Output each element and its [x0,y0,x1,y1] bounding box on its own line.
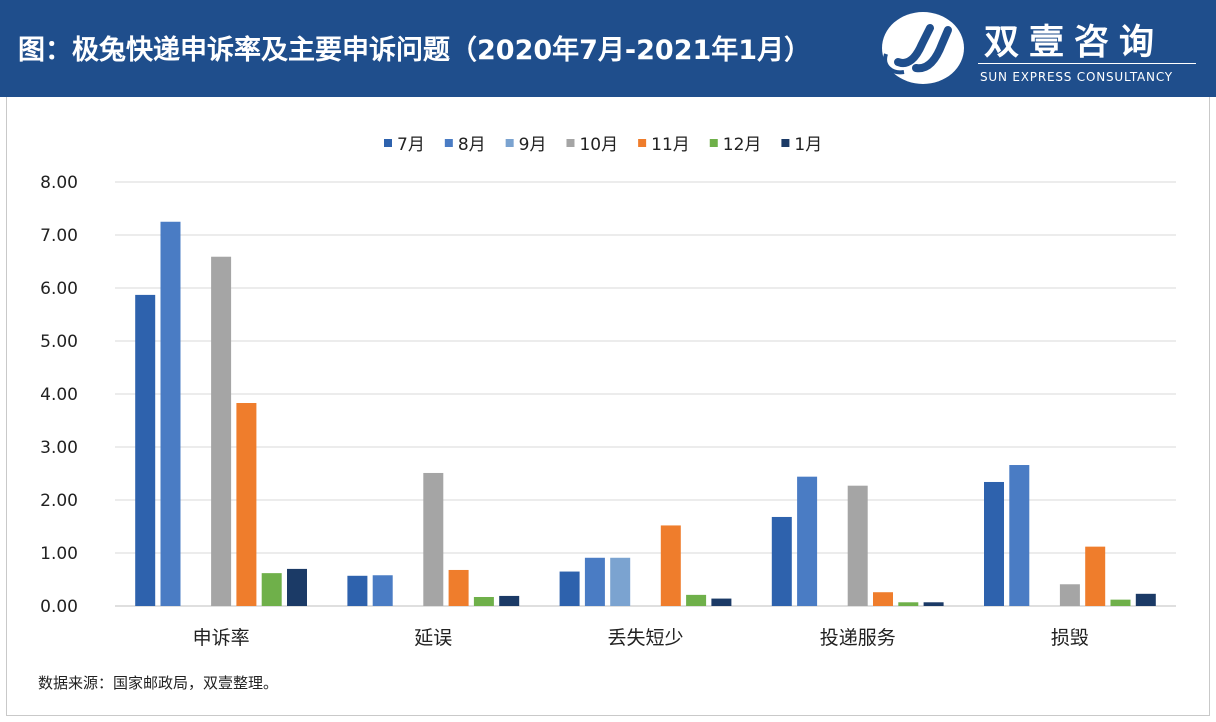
legend-swatch [505,139,514,147]
legend-swatch [444,139,453,147]
bar [610,557,631,606]
legend-swatch [781,139,790,147]
legend-label: 7月 [397,135,425,155]
legend-label: 12月 [723,135,762,155]
y-tick-label: 1.00 [40,544,78,564]
x-tick-label: 损毁 [1051,627,1089,649]
legend-swatch [566,139,575,147]
legend-label: 11月 [651,135,690,155]
y-tick-label: 6.00 [40,279,78,299]
bar [499,595,520,606]
bar [1110,599,1131,606]
bar [771,516,792,606]
legend-label: 8月 [458,135,486,155]
legend-swatch [638,139,647,147]
brand-divider [978,63,1196,64]
bar [211,256,232,606]
bar [473,596,494,606]
y-tick-label: 0.00 [40,597,78,617]
bar [873,592,893,606]
bar [898,602,919,606]
page-title: 图：极兔快递申诉率及主要申诉问题（2020年7月-2021年1月） [18,35,812,66]
legend-label: 10月 [579,135,618,155]
bar [135,294,156,606]
x-tick-label: 申诉率 [193,627,250,649]
bar [1085,546,1106,606]
y-tick-label: 8.00 [40,173,78,193]
brand-logo-icon [882,12,964,84]
header-banner: 图：极兔快递申诉率及主要申诉问题（2020年7月-2021年1月） 双壹咨询 S… [0,0,1216,97]
brand-name: 双壹咨询 [984,23,1165,63]
y-tick-label: 3.00 [40,438,78,458]
x-tick-label: 投递服务 [820,627,896,649]
y-tick-label: 7.00 [40,226,78,246]
bar [160,221,181,606]
bar [372,575,393,606]
bar [847,485,868,606]
bar [984,481,1004,606]
legend-swatch [709,139,718,147]
legend-swatch [384,139,392,147]
y-tick-label: 4.00 [40,385,78,405]
x-tick-label: 延误 [414,627,452,649]
chart-panel [6,97,1210,716]
bar [423,472,444,606]
x-tick-label: 丢失短少 [607,627,683,649]
bar [1009,465,1030,606]
y-tick-label: 2.00 [40,491,78,511]
bar [584,557,605,606]
y-tick-label: 5.00 [40,332,78,352]
bar [660,525,681,606]
bar [1135,593,1156,606]
bar [711,598,732,606]
bar [559,571,580,606]
brand-subtitle: SUN EXPRESS CONSULTANCY [980,70,1173,84]
bar [236,403,257,606]
bar [287,568,307,606]
bar [448,569,469,606]
bar [261,573,282,606]
bar [797,476,818,606]
legend-label: 9月 [519,135,547,155]
bar [1059,584,1080,606]
legend-label: 1月 [794,135,822,155]
bar [923,602,944,606]
bar [686,594,707,606]
source-note: 数据来源：国家邮政局，双壹整理。 [38,674,279,692]
bar [347,575,368,606]
